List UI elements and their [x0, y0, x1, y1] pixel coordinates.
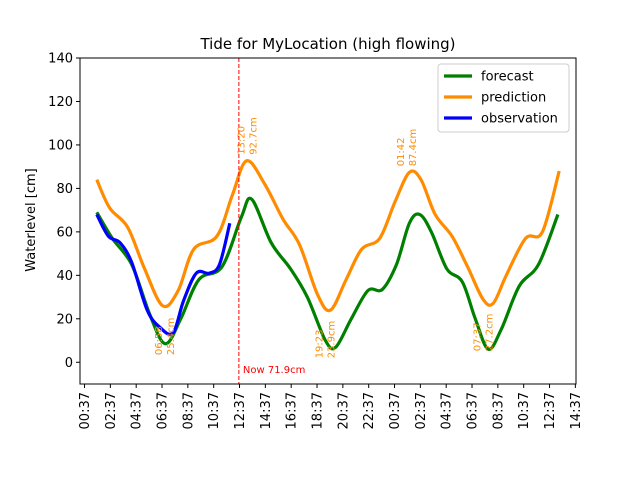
x-tick-label: 08:37 — [181, 392, 196, 429]
y-axis-label: Waterlevel [cm] — [24, 168, 39, 271]
y-tick-label: 80 — [56, 182, 73, 197]
x-tick-label: 10:37 — [207, 392, 222, 429]
x-tick-label: 12:37 — [233, 392, 248, 429]
x-tick-label: 14:37 — [569, 392, 584, 429]
x-tick-label: 12:37 — [543, 392, 558, 429]
now-marker-label: Now 71.9cm — [243, 365, 305, 376]
y-tick-label: 0 — [65, 356, 73, 371]
x-tick-label: 00:37 — [78, 392, 93, 429]
extremum-time-label: 07:37 — [472, 322, 483, 351]
x-tick-label: 00:37 — [388, 392, 403, 429]
series-line-prediction — [95, 159, 561, 313]
x-tick-label: 04:37 — [440, 392, 455, 429]
x-tick-label: 10:37 — [517, 392, 532, 429]
x-tick-label: 02:37 — [414, 392, 429, 429]
series-line-forecast — [95, 196, 560, 351]
series-line-observation — [95, 213, 232, 337]
extremum-time-label: 13:20 — [236, 126, 247, 155]
extremum-value-label: 27.2cm — [484, 314, 495, 352]
x-tick-label: 20:37 — [336, 392, 351, 429]
x-tick-label: 04:37 — [130, 392, 145, 429]
legend: forecast prediction observation — [437, 63, 570, 133]
legend-box — [437, 63, 570, 133]
x-tick-label: 22:37 — [362, 392, 377, 429]
x-tick-label: 06:37 — [156, 392, 171, 429]
x-tick-label: 08:37 — [491, 392, 506, 429]
legend-label-prediction: prediction — [481, 91, 546, 106]
x-tick-label: 18:37 — [311, 392, 326, 429]
x-tick-label: 16:37 — [285, 392, 300, 429]
chart-title: Tide for MyLocation (high flowing) — [199, 35, 455, 53]
y-tick-label: 20 — [56, 312, 73, 327]
y-tick-label: 40 — [56, 269, 73, 284]
x-tick-label: 14:37 — [259, 392, 274, 429]
extremum-value-label: 92.7cm — [248, 117, 259, 155]
y-tick-label: 100 — [48, 138, 73, 153]
extremum-time-label: 01:42 — [396, 137, 407, 166]
legend-label-observation: observation — [481, 112, 558, 127]
extremum-value-label: 25.4cm — [166, 318, 177, 356]
extremum-value-label: 23.9cm — [326, 321, 337, 359]
x-tick-label: 06:37 — [466, 392, 481, 429]
extremum-time-label: 19:23 — [314, 329, 325, 358]
extremum-value-label: 87.4cm — [408, 129, 419, 167]
x-tick-label: 02:37 — [104, 392, 119, 429]
plot-frame — [79, 57, 577, 385]
y-tick-label: 120 — [48, 95, 73, 110]
extremum-time-label: 06:58 — [154, 326, 165, 355]
legend-label-forecast: forecast — [481, 70, 534, 85]
y-tick-label: 140 — [48, 52, 73, 67]
y-tick-label: 60 — [56, 225, 73, 240]
plot-area: Now 71.9cm 06:58 25.4cm 13:20 92.7cm 19:23 23.… — [95, 58, 561, 384]
